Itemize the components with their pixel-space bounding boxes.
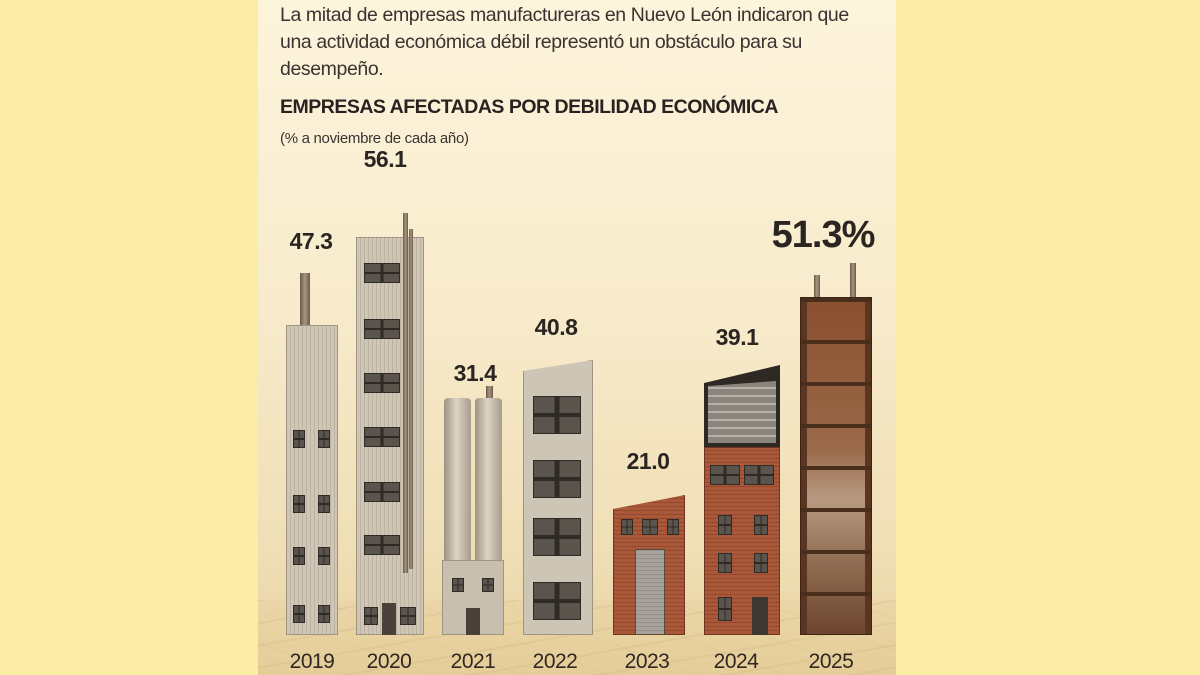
door	[752, 597, 768, 635]
glass-top	[708, 381, 776, 443]
window	[533, 518, 581, 556]
window	[754, 515, 768, 535]
building-body	[286, 325, 338, 635]
x-tick-2023: 2023	[624, 650, 670, 673]
window	[293, 430, 305, 448]
value-label-2021: 31.4	[453, 360, 497, 386]
door	[382, 603, 396, 635]
window	[400, 607, 416, 625]
window	[318, 495, 330, 513]
x-tick-2021: 2021	[450, 650, 496, 673]
window	[754, 553, 768, 573]
window	[642, 519, 658, 535]
window	[364, 263, 400, 283]
value-label-2025: 51.3%	[771, 214, 876, 256]
window	[364, 482, 400, 502]
chimney	[300, 273, 310, 329]
chimney	[850, 263, 856, 301]
bar-2023	[613, 495, 685, 635]
window	[452, 578, 464, 592]
window	[364, 319, 400, 339]
bar-2021	[442, 386, 504, 635]
bar-2025	[800, 263, 872, 635]
bar-2019	[286, 273, 338, 635]
x-tick-2022: 2022	[532, 650, 578, 673]
window	[533, 396, 581, 434]
chimney	[486, 386, 493, 402]
window	[364, 535, 400, 555]
window	[744, 465, 774, 485]
window	[293, 495, 305, 513]
window	[621, 519, 633, 535]
door	[466, 608, 480, 635]
silo	[444, 398, 471, 560]
chimney	[814, 275, 820, 301]
value-label-2024: 39.1	[715, 324, 759, 350]
bar-2022	[523, 360, 593, 635]
window	[318, 605, 330, 623]
window	[533, 582, 581, 620]
bar-2020	[356, 213, 424, 635]
window	[718, 515, 732, 535]
window	[318, 547, 330, 565]
window	[364, 607, 378, 625]
value-label-2023: 21.0	[626, 448, 670, 474]
bar-2024	[704, 365, 780, 635]
x-tick-2020: 2020	[366, 650, 412, 673]
silo	[475, 398, 502, 560]
window	[710, 465, 740, 485]
window	[293, 605, 305, 623]
pipe	[403, 213, 408, 573]
intro-text: La mitad de empresas manufactureras en N…	[280, 4, 849, 80]
window	[718, 597, 732, 621]
window	[718, 553, 732, 573]
pipe	[409, 229, 413, 569]
window	[482, 578, 494, 592]
window	[667, 519, 679, 535]
window	[293, 547, 305, 565]
window	[364, 373, 400, 393]
window	[533, 460, 581, 498]
chart-subtitle: (% a noviembre de cada año)	[280, 130, 469, 147]
x-tick-2025: 2025	[808, 650, 854, 673]
chart-title: EMPRESAS AFECTADAS POR DEBILIDAD ECONÓMI…	[280, 96, 778, 118]
infographic-panel: La mitad de empresas manufactureras en N…	[258, 0, 896, 675]
x-tick-2019: 2019	[289, 650, 335, 673]
rusted-tower	[800, 297, 872, 635]
window	[318, 430, 330, 448]
value-label-2020: 56.1	[363, 146, 407, 172]
x-tick-2024: 2024	[713, 650, 759, 673]
value-label-2022: 40.8	[534, 314, 578, 340]
value-label-2019: 47.3	[289, 228, 333, 254]
window	[364, 427, 400, 447]
garage-door	[635, 549, 665, 635]
